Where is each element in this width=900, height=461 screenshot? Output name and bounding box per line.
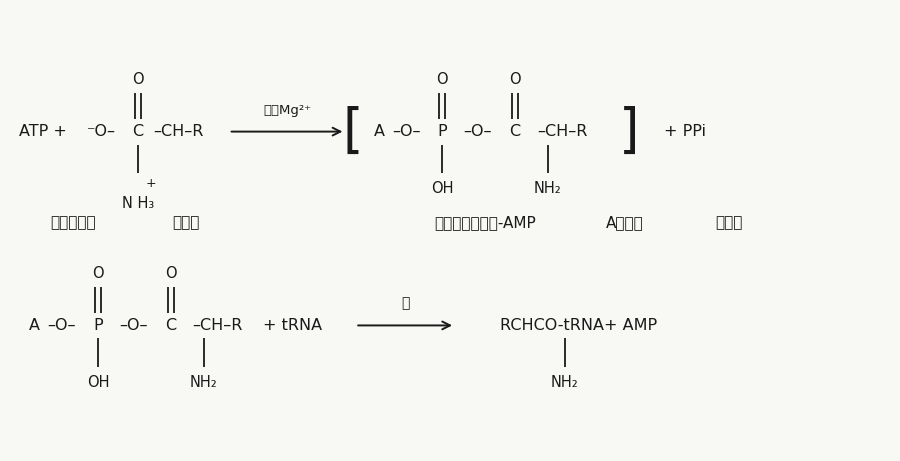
Text: 氨基酸: 氨基酸 [172, 216, 200, 230]
Text: C: C [166, 318, 176, 333]
Text: P: P [94, 318, 103, 333]
Text: + PPi: + PPi [664, 124, 707, 139]
Text: 与酶结合的氨酰-AMP: 与酶结合的氨酰-AMP [434, 216, 536, 230]
Text: 酶，Mg²⁺: 酶，Mg²⁺ [263, 104, 311, 117]
Text: 腺苷三磷酸: 腺苷三磷酸 [50, 216, 96, 230]
Text: OH: OH [431, 181, 454, 196]
Text: +: + [146, 177, 157, 190]
Text: O: O [93, 266, 104, 281]
Text: 焦磷酸: 焦磷酸 [716, 216, 742, 230]
Text: –CH–R: –CH–R [154, 124, 204, 139]
Text: 酶: 酶 [401, 296, 410, 311]
Text: N H₃: N H₃ [122, 195, 154, 211]
Text: ATP +: ATP + [19, 124, 68, 139]
Text: –O–: –O– [464, 124, 492, 139]
Text: –CH–R: –CH–R [193, 318, 243, 333]
Text: RCHCO-tRNA+ AMP: RCHCO-tRNA+ AMP [500, 318, 657, 333]
Text: C: C [509, 124, 520, 139]
Text: O: O [436, 72, 448, 88]
Text: + tRNA: + tRNA [263, 318, 322, 333]
Text: O: O [132, 72, 144, 88]
Text: –O–: –O– [120, 318, 148, 333]
Text: ]: ] [619, 106, 640, 158]
Text: –CH–R: –CH–R [537, 124, 588, 139]
Text: OH: OH [86, 375, 109, 390]
Text: [: [ [343, 106, 364, 158]
Text: NH₂: NH₂ [190, 375, 218, 390]
Text: O: O [509, 72, 520, 88]
Text: NH₂: NH₂ [534, 181, 562, 196]
Text: C: C [132, 124, 143, 139]
Text: A: A [30, 318, 40, 333]
Text: –O–: –O– [47, 318, 76, 333]
Text: A: A [374, 124, 385, 139]
Text: A：腺苷: A：腺苷 [606, 216, 644, 230]
Text: NH₂: NH₂ [551, 375, 579, 390]
Text: –O–: –O– [392, 124, 420, 139]
Text: ⁻O–: ⁻O– [86, 124, 115, 139]
Text: P: P [437, 124, 446, 139]
Text: O: O [165, 266, 176, 281]
